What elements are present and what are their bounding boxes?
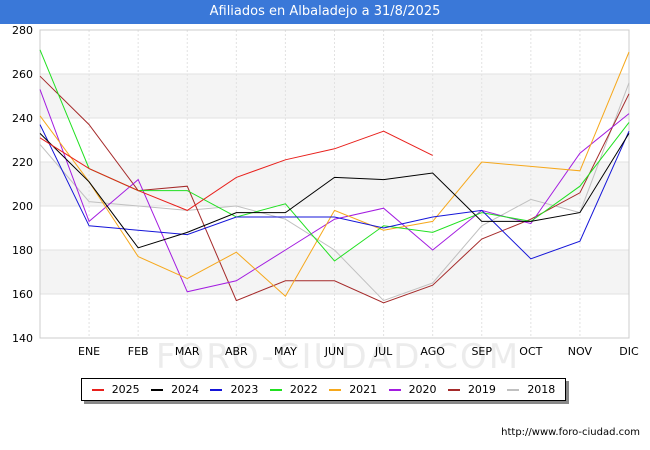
legend-label: 2018 (527, 383, 556, 396)
series-line-2023 (39, 124, 630, 260)
x-tick-label: FEB (128, 345, 149, 358)
legend-item-2020: 2020 (388, 383, 437, 396)
x-tick-label: JUN (324, 345, 345, 358)
legend-label: 2019 (467, 383, 496, 396)
series-lines (39, 49, 630, 304)
legend: 2025 2024 2023 2022 2021 2020 2019 2018 (81, 378, 566, 401)
series-line-2024 (39, 133, 630, 249)
y-tick-label: 180 (12, 244, 33, 257)
x-tick-label: OCT (519, 345, 542, 358)
y-tick-label: 220 (12, 156, 33, 169)
series-line-2021 (39, 51, 630, 297)
legend-label: 2024 (171, 383, 200, 396)
legend-swatch (151, 388, 164, 391)
legend-swatch (388, 388, 401, 391)
x-tick-label: ABR (225, 345, 248, 358)
source-url: http://www.foro-ciudad.com (501, 427, 640, 438)
legend-item-2023: 2023 (210, 383, 258, 396)
x-tick-label: DIC (619, 345, 639, 358)
grid-lines (39, 29, 630, 339)
x-axis: ENE FEB MAR ABR MAY JUN JUL AGO SEP OCT NOV DIC (78, 345, 639, 358)
legend-swatch (269, 388, 282, 391)
legend-label: 2025 (111, 383, 140, 396)
legend-swatch (329, 388, 342, 391)
watermark: FORO-CIUDAD.COM (156, 337, 520, 377)
legend-swatch (210, 388, 223, 391)
y-tick-label: 160 (12, 288, 33, 301)
x-tick-label: ENE (78, 345, 100, 358)
legend-item-2024: 2024 (151, 383, 199, 396)
legend-item-2025: 2025 (91, 383, 140, 396)
series-line-2020 (39, 89, 630, 293)
x-tick-label: JUL (374, 345, 393, 358)
series-line-2025 (39, 130, 433, 211)
legend-swatch (447, 388, 460, 391)
chart-title: Afiliados en Albaladejo a 31/8/2025 (0, 0, 650, 24)
legend-label: 2023 (230, 383, 259, 396)
legend-label: 2022 (289, 383, 318, 396)
series-line-2018 (39, 82, 630, 302)
x-tick-label: MAR (175, 345, 200, 358)
x-tick-label: SEP (471, 345, 492, 358)
x-tick-label: MAY (274, 345, 297, 358)
x-tick-label: NOV (568, 345, 593, 358)
legend-item-2022: 2022 (269, 383, 318, 396)
y-tick-label: 280 (12, 24, 33, 37)
legend-item-2021: 2021 (329, 383, 377, 396)
plot-frame (39, 29, 630, 339)
x-tick-label: AGO (420, 345, 445, 358)
y-tick-label: 240 (12, 112, 33, 125)
legend-swatch (507, 388, 520, 391)
legend-item-2018: 2018 (507, 383, 555, 396)
y-tick-label: 140 (12, 332, 33, 345)
legend-label: 2020 (408, 383, 437, 396)
y-tick-label: 200 (12, 200, 33, 213)
legend-item-2019: 2019 (447, 383, 496, 396)
legend-swatch (91, 388, 104, 391)
y-tick-label: 260 (12, 68, 33, 81)
y-axis: 140 160 180 200 220 240 260 280 (12, 24, 33, 345)
legend-label: 2021 (349, 383, 378, 396)
